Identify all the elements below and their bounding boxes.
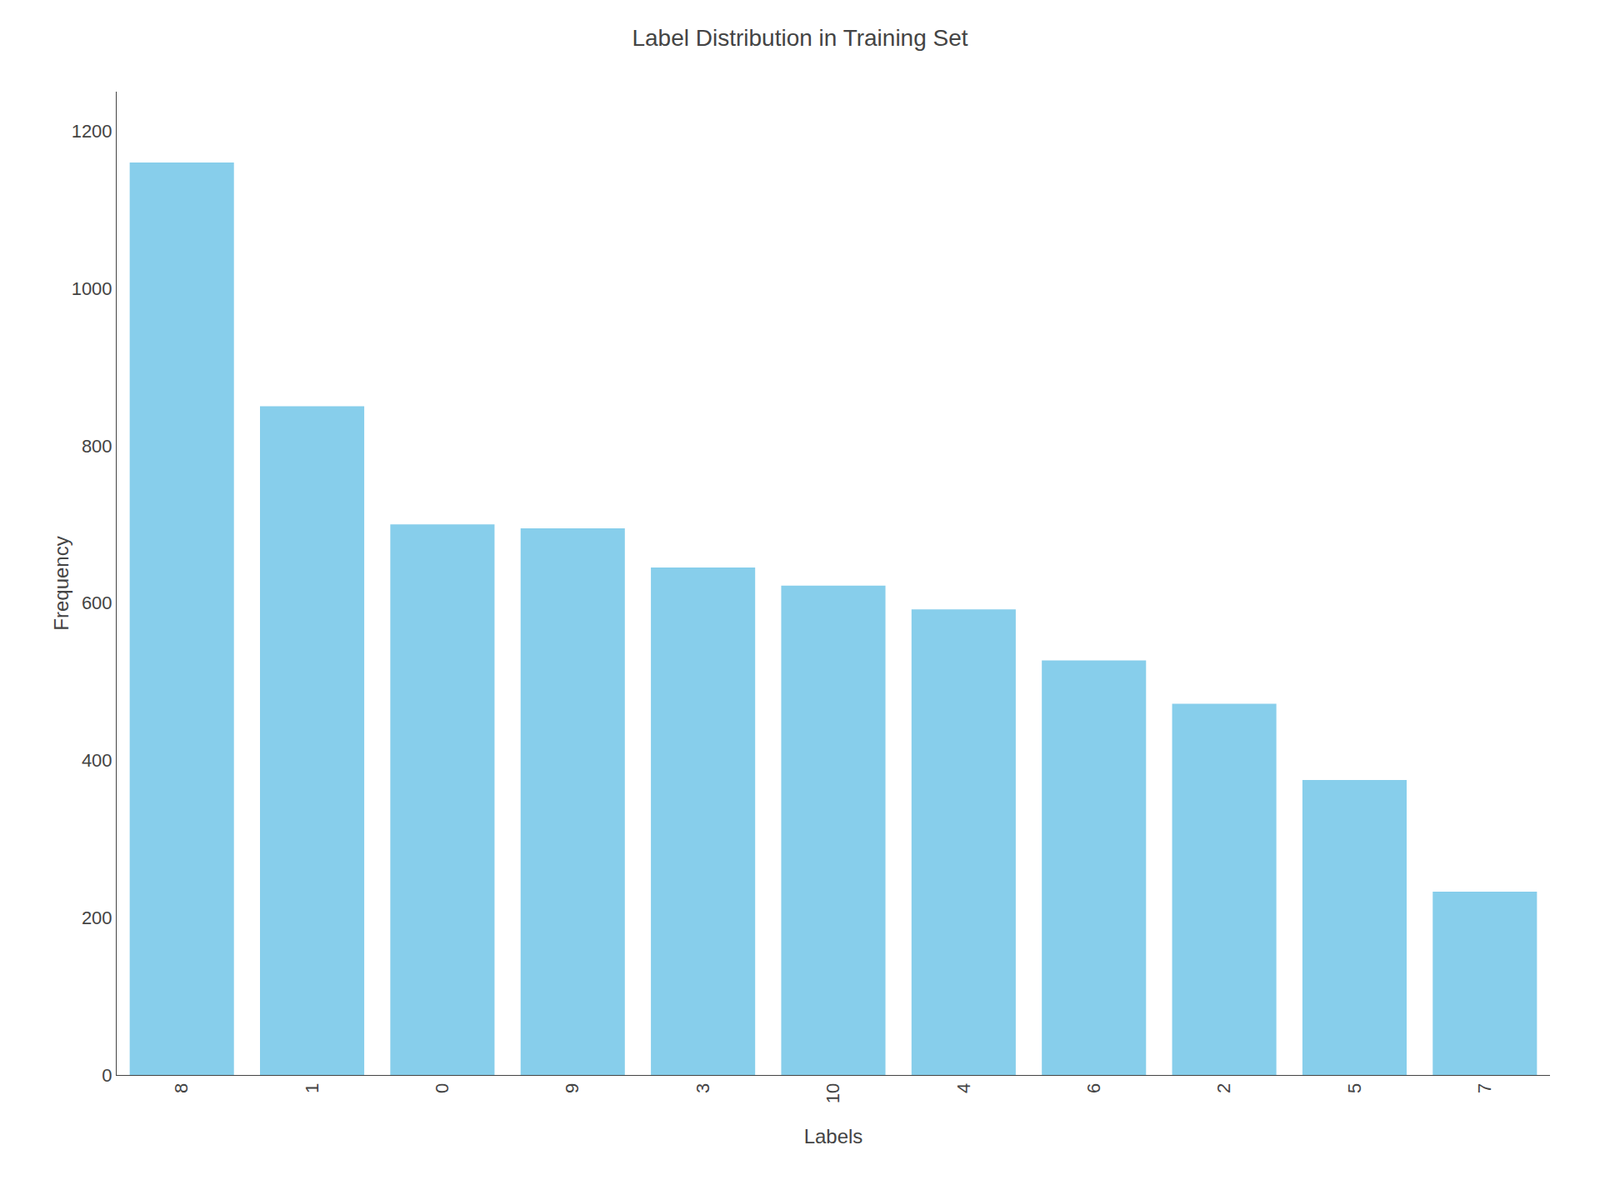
svg-text:200: 200	[81, 907, 113, 929]
svg-text:7: 7	[1474, 1083, 1495, 1094]
svg-text:5: 5	[1344, 1083, 1365, 1094]
svg-text:Label Distribution in Training: Label Distribution in Training Set	[631, 25, 968, 51]
svg-text:1: 1	[301, 1083, 323, 1094]
svg-text:4: 4	[953, 1083, 975, 1094]
svg-text:0: 0	[101, 1065, 112, 1086]
svg-text:10: 10	[822, 1083, 844, 1104]
svg-text:600: 600	[81, 592, 113, 614]
svg-text:3: 3	[692, 1083, 714, 1094]
svg-text:9: 9	[561, 1083, 583, 1094]
svg-text:Frequency: Frequency	[50, 535, 73, 630]
svg-text:2: 2	[1213, 1083, 1235, 1094]
svg-text:8: 8	[170, 1083, 192, 1094]
svg-text:400: 400	[81, 750, 113, 771]
svg-text:6: 6	[1083, 1083, 1105, 1094]
svg-text:800: 800	[81, 435, 113, 457]
svg-text:Labels: Labels	[804, 1125, 864, 1148]
svg-text:1200: 1200	[71, 120, 113, 142]
svg-text:1000: 1000	[71, 278, 113, 300]
svg-text:0: 0	[431, 1083, 453, 1094]
